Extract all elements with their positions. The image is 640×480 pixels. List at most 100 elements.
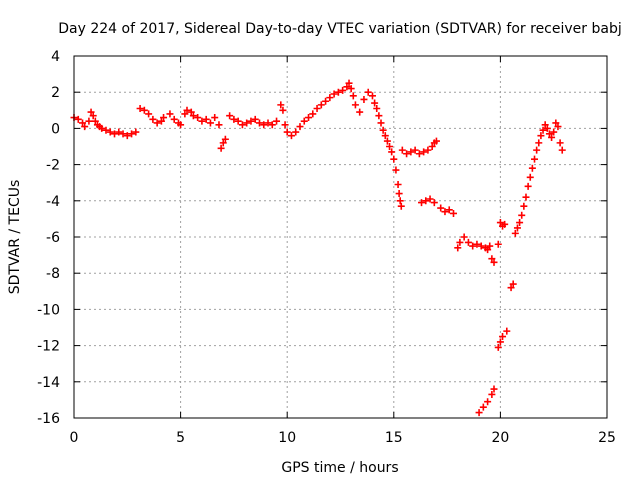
data-point <box>260 121 268 129</box>
chart-title: Day 224 of 2017, Sidereal Day-to-day VTE… <box>58 21 621 37</box>
x-tick-label: 15 <box>385 430 403 446</box>
data-point <box>426 195 434 203</box>
data-point <box>464 238 472 246</box>
data-point <box>484 398 492 406</box>
data-point <box>273 117 281 125</box>
data-point <box>183 106 191 114</box>
data-point <box>513 224 521 232</box>
data-point <box>488 390 496 398</box>
data-point <box>454 244 462 252</box>
data-point <box>490 385 498 393</box>
data-point <box>79 119 87 127</box>
data-point <box>422 197 430 205</box>
data-point <box>115 128 123 136</box>
data-point <box>407 148 415 156</box>
data-point <box>364 88 372 96</box>
data-point <box>501 220 509 228</box>
data-point <box>98 124 106 132</box>
data-point <box>85 117 93 125</box>
data-point <box>211 114 219 122</box>
data-point <box>313 104 321 112</box>
data-point <box>375 112 383 120</box>
data-point <box>398 146 406 154</box>
data-point <box>403 150 411 158</box>
data-point <box>123 132 131 140</box>
data-point <box>279 106 287 114</box>
data-point <box>81 123 89 131</box>
data-point <box>377 119 385 127</box>
data-point <box>415 150 423 158</box>
data-point <box>411 146 419 154</box>
data-point <box>202 115 210 123</box>
data-point <box>556 139 564 147</box>
data-point <box>390 155 398 163</box>
data-point <box>477 242 485 250</box>
y-tick-label: 0 <box>51 121 60 137</box>
data-point <box>206 119 214 127</box>
data-point <box>347 85 355 93</box>
data-point <box>296 123 304 131</box>
data-point <box>356 108 364 116</box>
data-point <box>102 126 110 134</box>
data-point <box>418 199 426 207</box>
data-point <box>89 112 97 120</box>
data-point <box>518 211 526 219</box>
data-point <box>305 114 313 122</box>
x-axis-label: GPS time / hours <box>281 460 398 476</box>
data-point <box>170 115 178 123</box>
data-point <box>499 333 507 341</box>
data-point <box>445 206 453 214</box>
data-point <box>351 101 359 109</box>
y-tick-label: -10 <box>37 302 60 318</box>
data-point <box>535 139 543 147</box>
data-point <box>177 121 185 129</box>
data-point <box>343 83 351 91</box>
x-tick-label: 0 <box>70 430 79 446</box>
data-point <box>475 409 483 417</box>
data-point <box>243 119 251 127</box>
data-point <box>545 130 553 138</box>
data-point <box>145 110 153 118</box>
data-point <box>392 166 400 174</box>
x-tick-label: 20 <box>491 430 509 446</box>
data-point <box>449 209 457 217</box>
data-point <box>550 128 558 136</box>
data-point <box>531 155 539 163</box>
data-point <box>106 128 114 136</box>
data-point <box>511 229 519 237</box>
data-point <box>153 119 161 127</box>
data-point <box>111 130 119 138</box>
data-point <box>136 104 144 112</box>
data-point <box>528 164 536 172</box>
data-point <box>456 238 464 246</box>
data-point <box>484 246 492 254</box>
data-point <box>537 132 545 140</box>
data-point <box>386 143 394 150</box>
plot-frame <box>73 55 608 419</box>
data-point <box>533 146 541 154</box>
y-tick-label: -6 <box>46 230 60 246</box>
y-tick-label: -8 <box>46 266 60 282</box>
data-point <box>473 240 481 248</box>
data-point <box>160 114 168 122</box>
data-point <box>194 114 202 122</box>
y-tick-label: -4 <box>46 194 60 210</box>
data-point <box>198 117 206 125</box>
y-axis-label: SDTVAR / TECUs <box>7 180 23 295</box>
data-point <box>379 126 387 134</box>
data-point <box>360 95 368 103</box>
data-point <box>132 128 140 136</box>
data-point <box>460 233 468 241</box>
data-points <box>70 79 566 417</box>
data-point <box>277 101 285 109</box>
data-point <box>189 112 197 120</box>
y-tick-label: 4 <box>51 49 60 65</box>
data-point <box>488 255 496 263</box>
data-point <box>494 240 502 248</box>
data-point <box>441 208 449 216</box>
x-tick-label: 10 <box>278 430 296 446</box>
data-point <box>381 132 389 140</box>
data-point <box>74 115 82 123</box>
data-point <box>371 99 379 107</box>
